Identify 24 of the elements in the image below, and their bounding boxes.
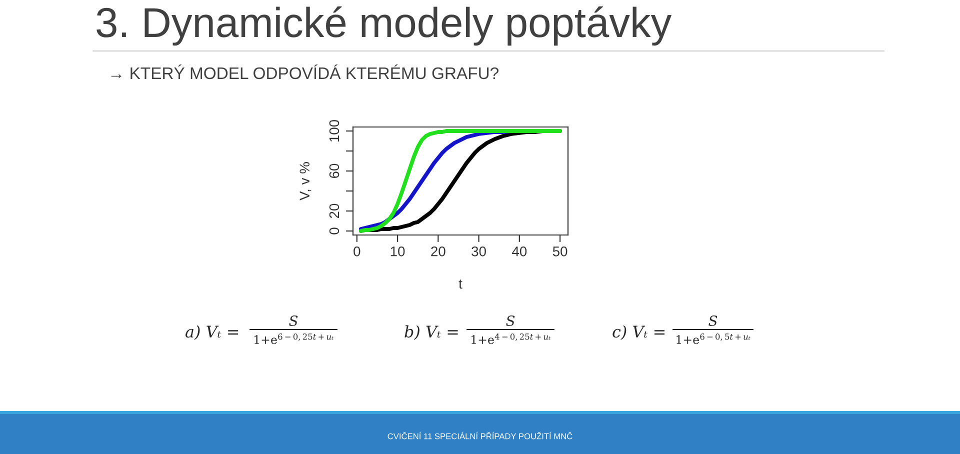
text: S (506, 316, 515, 326)
text: c) Vₜ = (612, 325, 664, 340)
x-tick-label: 0 (354, 246, 360, 256)
text: 1+e$^{4−0,25t+uₜ}$ (472, 333, 551, 344)
x-tick-label: 10 (390, 246, 405, 256)
text: 1+e$^{6−0,5t+uₜ}$ (676, 333, 750, 344)
chart-title: 3. Dynamické modely poptávky (96, 6, 672, 46)
text: S (708, 316, 718, 326)
chart-subtitle: → KTERÝ MODEL ODPOVÍDÁ KTERÉMU GRAFU? (111, 64, 498, 80)
text: a) Vₜ = (186, 325, 238, 340)
x-tick-label: 50 (552, 246, 568, 256)
x-tick-label: 20 (431, 246, 446, 256)
text: 1+e$^{6−0,25t+uₜ}$ (254, 333, 334, 344)
x-axis-title: t (458, 280, 462, 289)
y-axis-title: V, v % (300, 162, 312, 200)
x-tick-label: 30 (472, 246, 486, 256)
y-tick-label: 0 (329, 228, 340, 234)
text: CVIČENÍ 11 SPECIÁLNÍ PŘÍPADY POUŽITÍ MNČ (388, 432, 572, 440)
text: b) Vₜ = (404, 325, 458, 340)
text: S (289, 316, 298, 326)
y-tick-label: 20 (329, 204, 340, 218)
x-tick-label: 40 (512, 246, 527, 256)
y-tick-label: 60 (329, 164, 340, 178)
y-tick-label: 100 (329, 120, 340, 142)
